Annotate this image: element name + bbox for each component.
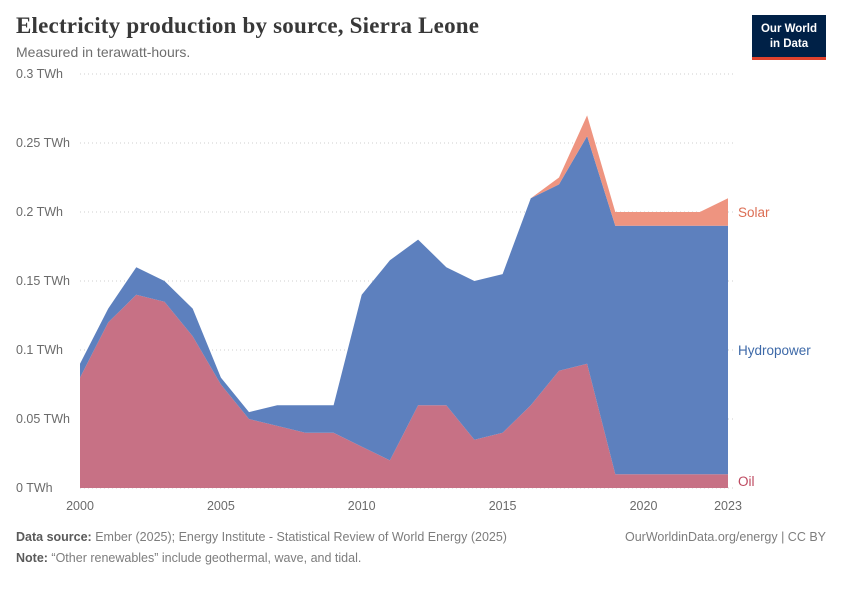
series-label-oil: Oil — [738, 474, 755, 489]
logo-text-line1: Our World — [760, 23, 817, 35]
note-label: Note: — [16, 550, 48, 565]
x-tick-label: 2023 — [714, 499, 742, 513]
owid-logo[interactable]: Our World in Data — [751, 15, 826, 60]
footer: Data source: Ember (2025); Energy Instit… — [0, 523, 850, 568]
footer-left: Data source: Ember (2025); Energy Instit… — [16, 527, 507, 568]
area-hydropower[interactable] — [80, 136, 728, 475]
stacked-area-chart: 0 TWh 0.05 TWh 0.1 TWh 0.15 TWh 0.2 TWh 0.25 … — [16, 67, 811, 513]
y-tick-label: 0.2 TWh — [16, 205, 63, 219]
title-block: Electricity production by source, Sierra… — [16, 13, 479, 60]
y-tick-label: 0 TWh — [16, 481, 53, 495]
x-tick-label: 2015 — [489, 499, 517, 513]
chart-area: 0 TWh 0.05 TWh 0.1 TWh 0.15 TWh 0.2 TWh 0.25 … — [0, 60, 850, 523]
x-tick-label: 2005 — [207, 499, 235, 513]
y-tick-label: 0.25 TWh — [16, 136, 70, 150]
page-title: Electricity production by source, Sierra… — [16, 13, 480, 38]
x-tick-label: 2000 — [66, 499, 94, 513]
data-source-text: Ember (2025); Energy Institute - Statist… — [91, 530, 507, 544]
y-tick-label: 0.15 TWh — [16, 274, 70, 288]
chart-header: Electricity production by source, Sierra… — [0, 0, 850, 60]
series-label-solar: Solar — [738, 205, 770, 220]
x-tick-label: 2020 — [630, 499, 658, 513]
logo-text-line2: in Data — [769, 37, 809, 50]
y-tick-label: 0.05 TWh — [16, 412, 70, 426]
credit-link[interactable]: OurWorldinData.org/energy | CC BY — [624, 530, 826, 544]
data-source-line: Data source: Ember (2025); Energy Instit… — [16, 527, 507, 548]
page-subtitle: Measured in terawatt-hours. — [16, 44, 191, 60]
y-tick-label: 0.1 TWh — [16, 343, 63, 357]
area-oil[interactable] — [80, 294, 728, 488]
y-tick-label: 0.3 TWh — [16, 67, 63, 81]
data-source-label: Data source: — [16, 530, 92, 544]
series-label-hydropower: Hydropower — [738, 343, 811, 358]
x-tick-label: 2010 — [348, 499, 376, 513]
note-line: Note: “Other renewables” include geother… — [16, 548, 507, 569]
note-text: “Other renewables” include geothermal, w… — [47, 550, 362, 565]
